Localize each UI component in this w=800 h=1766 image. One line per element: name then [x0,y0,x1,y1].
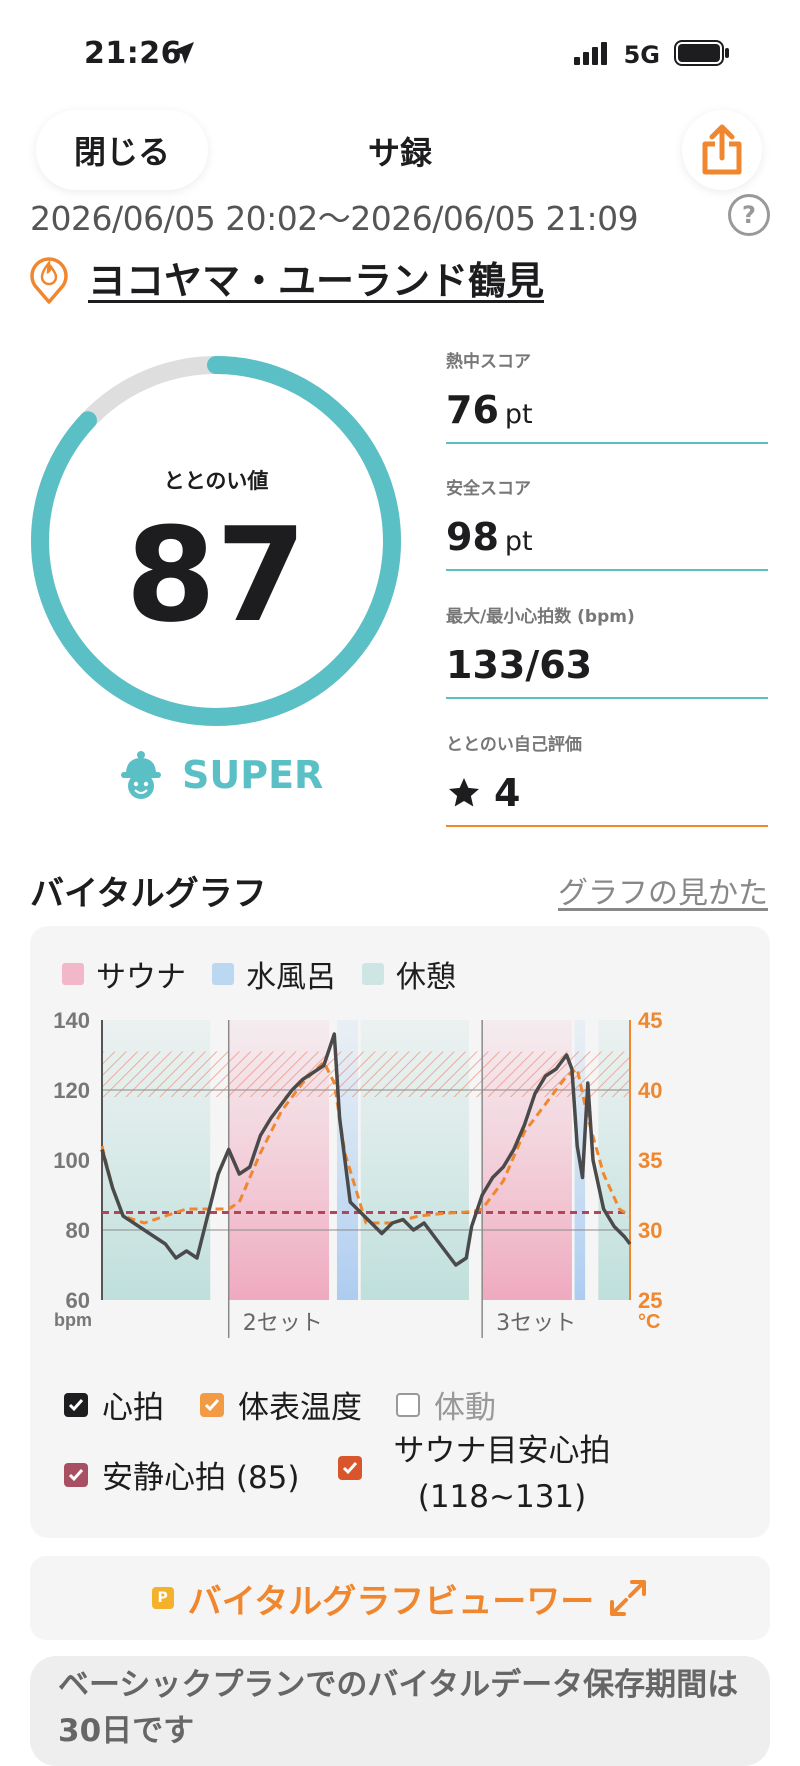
checkbox-motion-label: 体動 [434,1390,496,1426]
legend-water: 水風呂 [212,952,336,996]
legend-sauna-swatch [62,963,84,985]
checkbox-temp[interactable]: 体表温度 [200,1382,362,1427]
stat-divider [446,825,768,827]
stat-divider [446,569,768,571]
right-tick-label: 25 [638,1288,662,1313]
stat-heat-value-row: 76 pt [446,388,768,442]
temperature-line [100,1060,631,1225]
score-label: ととのい値 [163,469,269,493]
signal-icon [573,41,610,69]
checkbox-target-label-2: (118~131) [417,1479,587,1515]
plan-notice-text: ベーシックプランでのバイタルデータ保存期間は30日です [58,1667,739,1749]
stat-heat-score: 熱中スコア 76 pt [446,347,768,444]
stat-heart-rate: 最大/最小心拍数 (bpm) 133/63 [446,602,768,699]
left-tick-label: 140 [53,1008,90,1033]
right-axis-unit: °C [638,1311,660,1333]
graph-viewer-label: バイタルグラフビューワー [187,1581,595,1622]
facility-row[interactable]: ヨコヤマ・ユーランド鶴見 [28,250,544,305]
close-button[interactable]: 閉じる [36,110,208,190]
checkbox-heart-box[interactable] [64,1392,88,1417]
mascot-icon [121,751,161,799]
session-datetime: 2026/06/05 20:02～2026/06/05 21:09 [30,199,639,238]
stat-self-eval-value-row: 4 [446,771,768,825]
legend-rest: 休憩 [362,952,456,996]
set-label: 2セット [243,1311,323,1336]
stat-safety-value-row: 98 pt [446,515,768,569]
right-tick-label: 30 [638,1218,662,1243]
stat-heat-label: 熱中スコア [446,352,531,372]
phase-legend: サウナ 水風呂 休憩 [62,952,470,996]
legend-sauna: サウナ [62,952,186,996]
status-indicators: 5G [573,40,730,70]
legend-water-label: 水風呂 [246,960,336,995]
premium-badge-icon: P [151,1587,174,1609]
vital-chart: 140 120 100 80 60 45 40 35 30 25 bpm °C 2セット 3セット [53,1008,662,1338]
checkbox-target-label: サウナ目安心拍 (118~131) [382,1428,622,1520]
stat-self-eval-value: 4 [494,771,521,815]
legend-water-swatch [212,963,234,985]
checkbox-resting-label: 安静心拍 (85) [102,1460,300,1496]
rank-row: SUPER [118,750,323,800]
facility-name[interactable]: ヨコヤマ・ユーランド鶴見 [88,259,545,303]
right-tick-label: 45 [638,1008,662,1033]
checkbox-motion[interactable]: 体動 [396,1382,496,1427]
right-tick-label: 40 [638,1078,662,1103]
vital-graph-title: バイタルグラフ [30,874,267,914]
stat-self-eval[interactable]: ととのい自己評価 4 [446,730,768,827]
checkbox-temp-box[interactable] [200,1392,224,1417]
sauna-facility-icon [30,256,68,304]
legend-sauna-label: サウナ [96,960,186,995]
left-tick-label: 100 [53,1148,90,1173]
stat-heat-value: 76 [446,388,499,432]
rank-label: SUPER [182,753,324,797]
target-heart-band [102,1051,630,1097]
checkbox-resting[interactable]: 安静心拍 (85) [64,1452,300,1497]
stat-divider [446,442,768,444]
status-time: 21:26 [84,36,182,71]
checkbox-target-label-1: サウナ目安心拍 [393,1433,611,1469]
left-axis-unit: bpm [54,1310,92,1330]
left-tick-label: 80 [66,1218,90,1243]
network-type: 5G [623,41,660,69]
location-arrow-icon [170,40,196,70]
right-tick-label: 35 [638,1148,662,1173]
stat-self-eval-label: ととのい自己評価 [446,735,582,755]
graph-guide-link[interactable]: グラフの見かた [558,876,768,911]
help-icon[interactable]: ? [728,194,770,236]
legend-rest-swatch [362,963,384,985]
left-tick-label: 60 [66,1288,90,1313]
set-label: 3セット [496,1311,576,1336]
stat-heat-unit: pt [504,399,533,430]
graph-viewer-button[interactable]: P バイタルグラフビューワー [30,1556,770,1640]
left-tick-label: 120 [53,1078,90,1103]
checkbox-heart[interactable]: 心拍 [64,1382,164,1427]
share-button[interactable] [682,110,762,190]
stat-divider [446,697,768,699]
score-ring [30,355,402,727]
stat-safety-label: 安全スコア [446,479,531,499]
checkbox-motion-box[interactable] [396,1392,420,1417]
heart-rate-line [100,1032,632,1267]
stat-safety-value: 98 [446,515,499,559]
stat-heart-value: 133/63 [446,643,593,687]
page-title: サ録 [367,134,432,172]
star-icon [449,778,479,807]
stat-heart-label: 最大/最小心拍数 (bpm) [446,607,635,627]
stat-safety-score: 安全スコア 98 pt [446,474,768,571]
checkbox-target-box[interactable] [338,1456,362,1480]
stat-safety-unit: pt [504,526,533,557]
expand-icon [610,1580,647,1616]
score-value: 87 [125,499,307,651]
checkbox-heart-label: 心拍 [102,1390,164,1426]
score-ring-progress [31,356,401,726]
legend-rest-label: 休憩 [396,960,456,995]
battery-icon [674,40,730,70]
checkbox-resting-box[interactable] [64,1462,88,1487]
share-icon [702,124,742,175]
checkbox-temp-label: 体表温度 [238,1390,362,1426]
